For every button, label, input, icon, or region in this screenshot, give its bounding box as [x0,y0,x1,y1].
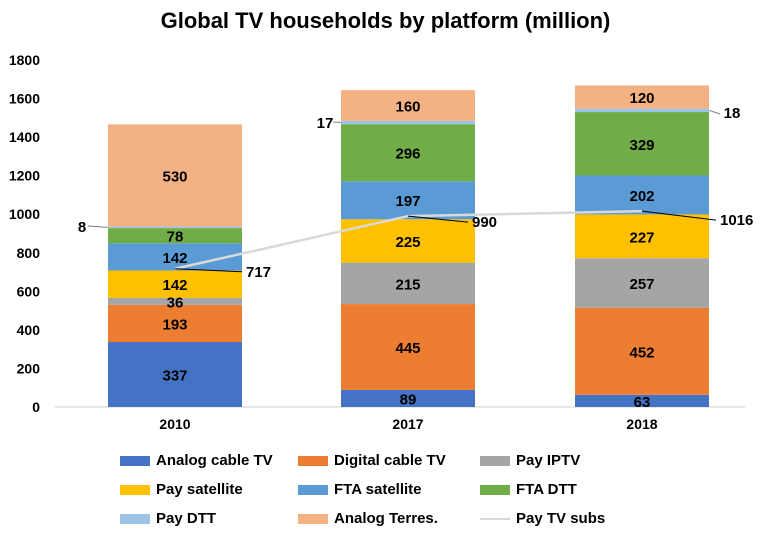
y-tick-label: 1200 [9,168,40,184]
legend-item: Pay IPTV [480,452,580,469]
data-label: 8 [78,219,86,236]
y-tick-label: 1000 [9,206,40,222]
bar-segment [108,228,242,244]
legend-swatch [298,513,328,524]
legend-swatch [120,484,150,495]
legend-label: Digital cable TV [334,452,446,469]
bar-segment [341,120,475,125]
data-label: 142 [162,250,187,267]
y-tick-label: 0 [32,399,40,415]
leader-line [708,109,721,115]
data-label: 337 [162,368,187,385]
bar-segment [575,307,709,395]
legend-swatch [480,484,510,495]
bar-segment [575,258,709,308]
data-label: 36 [167,294,184,311]
bar-segment [341,262,475,305]
leader-line [407,215,469,223]
data-label: 63 [634,394,651,411]
data-label: 202 [629,188,654,205]
line-data-label: 1016 [720,212,753,229]
bar-segment [341,389,475,407]
legend-label: Pay satellite [156,481,243,498]
data-label: 120 [629,90,654,107]
leader-line [332,121,342,124]
legend-item: Pay satellite [120,481,243,498]
legend-item: FTA satellite [298,481,422,498]
x-tick-label: 2010 [159,416,190,432]
legend-item: Analog Terres. [298,510,438,527]
line-data-label: 990 [472,214,497,231]
leader-line [641,210,717,221]
data-label: 296 [395,146,420,163]
bar-segment [341,304,475,390]
bar-segment [341,181,475,220]
legend-swatch [298,455,328,466]
legend-item: FTA DTT [480,481,577,498]
bar-segment [341,90,475,121]
chart-title: Global TV households by platform (millio… [160,8,611,33]
bar-segment [575,214,709,259]
data-label: 445 [395,340,420,357]
y-tick-label: 400 [17,322,41,338]
legend-swatch [298,484,328,495]
bar-segment [108,226,242,229]
bar-segment [341,124,475,182]
line-data-label: 717 [246,264,271,281]
legend-label: Pay IPTV [516,452,581,469]
y-tick-label: 1600 [9,91,40,107]
legend-swatch [120,455,150,466]
legend-item: Pay DTT [120,510,216,527]
leader-line [87,225,109,228]
bar-segment [575,108,709,113]
bar-segment [108,124,242,227]
bar-segment [575,85,709,109]
data-label: 193 [162,316,187,333]
legend-swatch [480,517,510,520]
leader-line [174,268,243,273]
legend-swatch [480,455,510,466]
bar-segment [108,297,242,305]
data-label: 160 [395,98,420,115]
data-label: 227 [629,229,654,246]
y-tick-label: 1800 [9,52,40,68]
data-label: 78 [167,229,184,246]
y-tick-label: 800 [17,245,41,261]
x-tick-label: 2018 [626,416,657,432]
legend-label: Analog cable TV [156,452,273,469]
legend-label: Pay TV subs [516,510,606,527]
data-label: 329 [629,137,654,154]
bar-segment [575,175,709,215]
legend-label: FTA DTT [516,481,577,498]
x-tick-label: 2017 [392,416,423,432]
bar-segment [108,270,242,298]
data-label: 17 [317,115,334,132]
data-label: 215 [395,276,420,293]
legend-label: Pay DTT [156,510,217,527]
data-label: 452 [629,344,654,361]
legend-swatch [120,513,150,524]
y-tick-label: 1400 [9,129,40,145]
legend-label: FTA satellite [334,481,422,498]
y-tick-label: 600 [17,283,41,299]
legend-item: Analog cable TV [120,452,273,469]
bar-segment [575,394,709,407]
data-label: 530 [162,168,187,185]
bar-segment [108,304,242,343]
data-label: 18 [724,105,741,122]
legend-item: Digital cable TV [298,452,446,469]
bar-segment [575,112,709,176]
data-label: 89 [400,391,417,408]
data-label: 257 [629,276,654,293]
y-tick-label: 200 [17,360,41,376]
data-label: 142 [162,277,187,294]
bar-segment [108,243,242,271]
data-label: 225 [395,234,420,251]
legend-label: Analog Terres. [334,510,438,527]
data-label: 197 [395,193,420,210]
legend-item: Pay TV subs [480,510,605,527]
bar-segment [108,342,242,407]
